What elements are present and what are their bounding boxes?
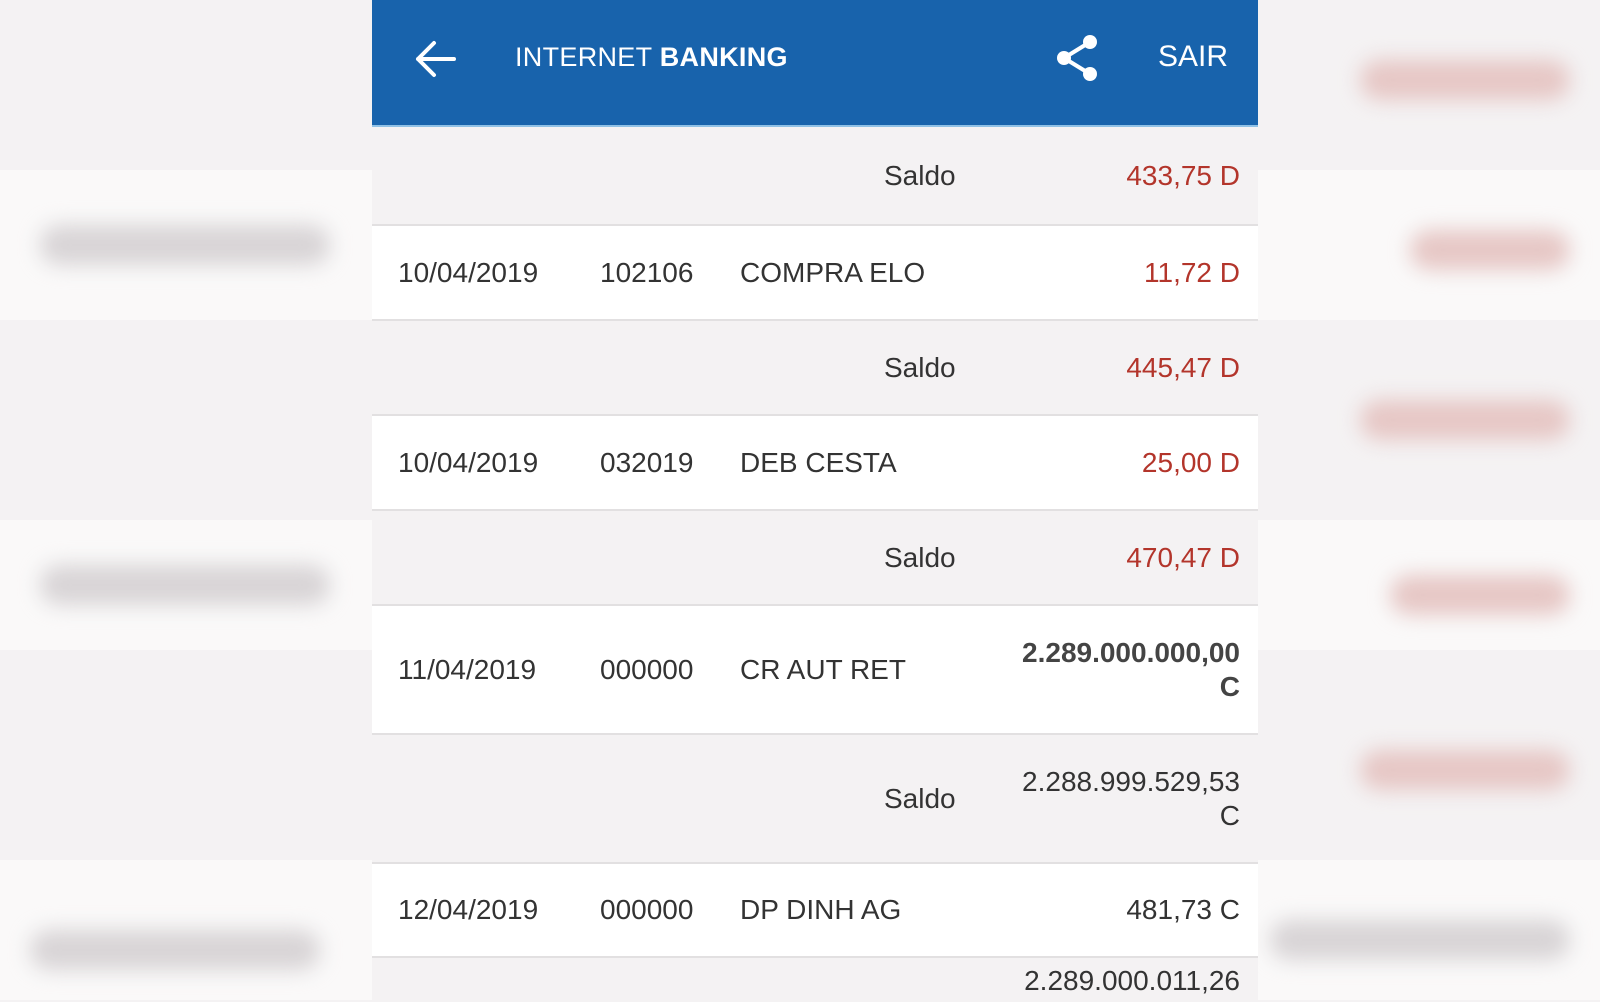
amount-value: 481,73 C [1126, 894, 1240, 925]
balance-amount: 470,47 D [1126, 541, 1240, 575]
amount-value: 2.289.000.011,26 [1024, 965, 1240, 996]
amount-value: 2.289.000.000,00 [1022, 636, 1240, 668]
logout-button[interactable]: SAIR [1157, 40, 1228, 73]
amount-value: 445,47 D [1126, 351, 1240, 383]
app-title: INTERNET BANKING [515, 42, 788, 72]
transaction-document: 000000 [600, 653, 694, 685]
transaction-date: 12/04/2019 [398, 894, 539, 925]
balance-amount: 2.289.000.011,26 [1024, 964, 1240, 998]
amount-value: 25,00 D [1141, 446, 1240, 478]
transaction-amount: 2.289.000.000,00 C [1022, 636, 1240, 704]
transaction-description: DEB CESTA [740, 446, 897, 478]
transaction-date: 11/04/2019 [398, 653, 537, 685]
amount-value: 2.288.999.529,53 [1022, 765, 1240, 797]
transaction-date: 10/04/2019 [398, 446, 539, 478]
amount-value: 433,75 D [1126, 159, 1240, 191]
balance-label: Saldo [884, 541, 956, 573]
balance-amount: 433,75 D [1126, 159, 1240, 193]
statement-panel: INTERNET BANKING SAIR Saldo 433,75 D 10/04… [372, 0, 1258, 1002]
balance-amount: 2.288.999.529,53 C [1022, 765, 1240, 833]
balance-row: Saldo 433,75 D [372, 127, 1258, 226]
transaction-description: CR AUT RET [740, 653, 906, 685]
balance-label: Saldo [884, 159, 956, 191]
balance-row: Saldo 445,47 D [372, 321, 1258, 416]
transaction-row: 10/04/2019 032019 DEB CESTA 25,00 D [372, 416, 1258, 511]
amount-type: C [1219, 799, 1240, 831]
transaction-date: 10/04/2019 [398, 256, 539, 288]
balance-row: 2.289.000.011,26 [372, 958, 1258, 1002]
transaction-row: 11/04/2019 000000 CR AUT RET 2.289.000.000,… [372, 606, 1258, 735]
balance-row: Saldo 470,47 D [372, 511, 1258, 606]
balance-row: Saldo 2.288.999.529,53 C [372, 735, 1258, 864]
share-icon[interactable] [1052, 32, 1102, 84]
transaction-amount: 25,00 D [1142, 446, 1240, 480]
app-header: INTERNET BANKING SAIR [372, 0, 1258, 127]
amount-type: C [1219, 670, 1240, 702]
transaction-description: COMPRA ELO [740, 256, 926, 288]
transaction-row: 10/04/2019 102106 COMPRA ELO 11,72 D [372, 226, 1258, 321]
arrow-left-icon[interactable] [412, 36, 458, 82]
transaction-document: 032019 [600, 446, 694, 478]
transaction-amount: 481,73 C [1126, 893, 1240, 927]
amount-value: 11,72 D [1144, 256, 1240, 288]
transaction-amount: 11,72 D [1144, 256, 1240, 290]
transaction-description: DP DINH AG [740, 894, 902, 925]
amount-value: 470,47 D [1126, 541, 1240, 573]
balance-label: Saldo [884, 782, 956, 814]
transaction-document: 000000 [600, 894, 694, 925]
transaction-row: 12/04/2019 000000 DP DINH AG 481,73 C [372, 864, 1258, 958]
balance-amount: 445,47 D [1126, 351, 1240, 385]
balance-label: Saldo [884, 351, 956, 383]
statement-list: Saldo 433,75 D 10/04/2019 102106 COMPRA ELO 1… [372, 127, 1258, 1002]
transaction-document: 102106 [600, 256, 694, 288]
